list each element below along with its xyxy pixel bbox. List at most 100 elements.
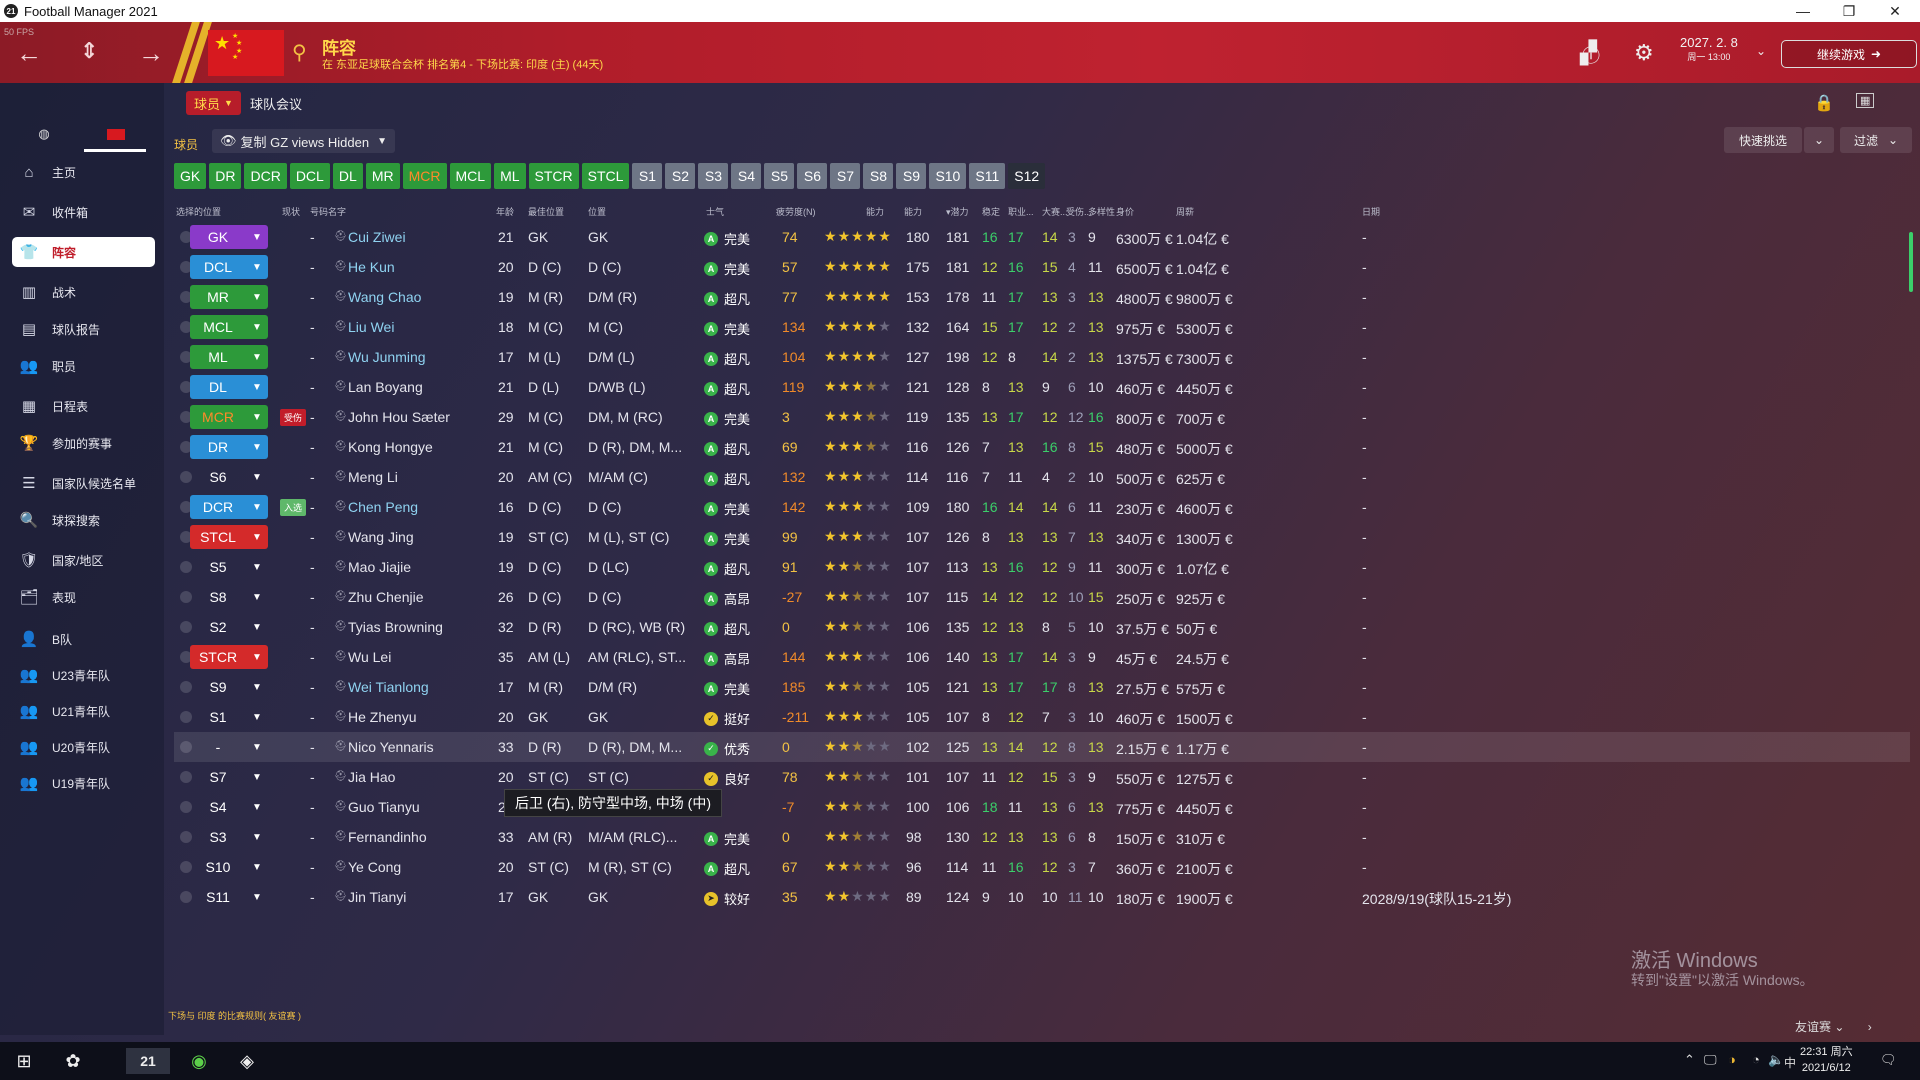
table-row[interactable]: S7 ▼ - ⛑ Jia Hao 20 ST (C) ST (C) ✓ 良好 78 ★★★★★ 101 1… [174,762,1910,792]
position-filter-button[interactable]: S12 [1008,163,1046,189]
player-name[interactable]: Wu Junming [348,349,426,365]
match-type-dropdown[interactable]: 友谊赛 ⌄ › [1795,1018,1872,1035]
position-filter-button[interactable]: DCR [244,163,287,189]
table-row[interactable]: S4 ▼ - ⛑ Guo Tianyu 2 -7 ★★★★★ 100 106 18 11 13 6 13 77… [174,792,1910,822]
selected-position-dropdown[interactable]: DCL ▼ [190,255,268,279]
table-row[interactable]: DCR ▼ 入选 - ⛑ Chen Peng 16 D (C) D (C) A 完美 142 ★★★★★… [174,492,1910,522]
column-header[interactable]: 现状 [282,207,301,217]
player-name[interactable]: Wang Jing [348,529,414,545]
column-header[interactable]: 疲劳度(N) [776,207,816,217]
row-select-checkbox[interactable] [180,321,192,333]
row-select-checkbox[interactable] [180,471,192,483]
player-name[interactable]: Liu Wei [348,319,395,335]
lock-icon[interactable]: 🔒 [1814,95,1834,112]
position-filter-button[interactable]: MCR [402,163,447,189]
network-icon[interactable]: 🖵 [1704,1052,1717,1067]
selected-position-dropdown[interactable]: ML ▼ [190,345,268,369]
sidebar-item[interactable]: 👥 职员 [12,351,155,381]
view-selector[interactable]: 👁 复制 GZ views Hidden ▼ [212,129,396,153]
row-select-checkbox[interactable] [180,591,192,603]
table-row[interactable]: S3 ▼ - ⛑ Fernandinho 33 AM (R) M/AM (RLC)... A 完美… [174,822,1910,852]
sidebar-item[interactable]: ✉ 收件箱 [12,197,155,227]
row-select-checkbox[interactable] [180,441,192,453]
position-filter-button[interactable]: S11 [969,163,1006,189]
table-row[interactable]: S1 ▼ - ⛑ He Zhenyu 20 GK GK ✓ 挺好 -211 ★★★★★ 105 107 8 1… [174,702,1910,732]
position-filter-button[interactable]: S1 [632,163,663,189]
tab-meeting[interactable]: 球队会议 [250,96,303,112]
row-select-checkbox[interactable] [180,531,192,543]
position-filter-button[interactable]: DCL [289,163,330,189]
table-row[interactable]: DL ▼ - ⛑ Lan Boyang 21 D (L) D/WB (L) A 超凡 119 ★★★★… [174,372,1910,402]
selected-position-dropdown[interactable]: - ▼ [190,735,268,759]
football-manager-taskbar-icon[interactable]: 21 [126,1048,170,1074]
player-name[interactable]: Wei Tianlong [348,679,429,695]
column-header[interactable]: 号码 [310,207,329,217]
table-row[interactable]: S10 ▼ - ⛑ Ye Cong 20 ST (C) M (R), ST (C) A 超凡 67 ★… [174,852,1910,882]
row-select-checkbox[interactable] [180,771,192,783]
player-name[interactable]: Jia Hao [348,769,396,785]
windows-start-icon[interactable]: ⊞ [16,1050,32,1071]
column-header[interactable]: 身价 [1116,207,1135,217]
nation-flag-icon[interactable] [106,123,126,145]
position-filter-button[interactable]: GK [174,163,207,189]
column-header[interactable]: 最佳位置 [528,207,565,217]
row-select-checkbox[interactable] [180,291,192,303]
position-filter-button[interactable]: DL [332,163,363,189]
table-row[interactable]: S11 ▼ - ⛑ Jin Tianyi 17 GK GK ➤ 较好 35 ★★★★★ 89 124 9 10… [174,882,1910,912]
sidebar-item[interactable]: 👤 B队 [12,624,155,654]
tray-app-icon[interactable]: ◑ [1728,1052,1736,1067]
row-select-checkbox[interactable] [180,501,192,513]
selected-position-dropdown[interactable]: S4 ▼ [190,795,268,819]
tab-players[interactable]: 球员 ▼ [186,91,241,115]
player-name[interactable]: Jin Tianyi [348,889,407,905]
sidebar-item[interactable]: 🛡 国家/地区 [12,545,155,575]
selected-position-dropdown[interactable]: S11 ▼ [190,885,268,909]
column-header[interactable]: 职业... [1008,207,1034,217]
player-name[interactable]: Ye Cong [348,859,402,875]
position-filter-button[interactable]: MCL [449,163,492,189]
selected-position-dropdown[interactable]: S1 ▼ [190,705,268,729]
column-header[interactable]: 名字 [328,207,347,217]
player-name[interactable]: Nico Yennaris [348,739,434,755]
position-filter-button[interactable]: ML [494,163,526,189]
selected-position-dropdown[interactable]: S5 ▼ [190,555,268,579]
table-row[interactable]: DCL ▼ - ⛑ He Kun 20 D (C) D (C) A 完美 57 ★★★★★ 175 181… [174,252,1910,282]
sidebar-item[interactable]: 👥 U23青年队 [12,660,155,690]
selected-position-dropdown[interactable]: MCR ▼ [190,405,268,429]
row-select-checkbox[interactable] [180,861,192,873]
position-filter-button[interactable]: STCL [581,163,630,189]
app-launcher-icon[interactable]: ✿ [65,1050,81,1071]
row-select-checkbox[interactable] [180,741,192,753]
chevron-down-icon[interactable]: ⌄ [1756,44,1767,58]
player-name[interactable]: Wang Chao [348,289,422,305]
notification-icon[interactable]: 🗨 [1880,1052,1897,1067]
continue-button[interactable]: 继续游戏 ➜ [1781,40,1917,68]
column-header[interactable]: 选择的位置 [176,207,222,217]
player-name[interactable]: John Hou Sæter [348,409,450,425]
chevron-right-icon[interactable]: › [1867,1020,1872,1034]
column-header[interactable]: 位置 [588,207,607,217]
selected-position-dropdown[interactable]: S2 ▼ [190,615,268,639]
row-select-checkbox[interactable] [180,711,192,723]
selected-position-dropdown[interactable]: DL ▼ [190,375,268,399]
sidebar-item[interactable]: ▤ 球队报告 [12,314,155,344]
table-row[interactable]: S2 ▼ - ⛑ Tyias Browning 32 D (R) D (RC), WB (R)… [174,612,1910,642]
help-icon[interactable]: ⓘ [1582,46,1600,66]
column-header[interactable]: 日期 [1362,207,1381,217]
player-name[interactable]: Kong Hongye [348,439,433,455]
table-row[interactable]: MCL ▼ - ⛑ Liu Wei 18 M (C) M (C) A 完美 134 ★★★★★ 132 1… [174,312,1910,342]
row-select-checkbox[interactable] [180,891,192,903]
taskbar-clock[interactable]: 22:31 周六 2021/6/12 [1800,1044,1853,1076]
quick-pick-dropdown[interactable]: ⌄ [1804,127,1834,153]
player-name[interactable]: Lan Boyang [348,379,423,395]
player-name[interactable]: Tyias Browning [348,619,443,635]
row-select-checkbox[interactable] [180,651,192,663]
player-name[interactable]: He Kun [348,259,395,275]
minimize-button[interactable]: — [1796,3,1810,19]
position-filter-button[interactable]: S6 [797,163,828,189]
selected-position-dropdown[interactable]: STCR ▼ [190,645,268,669]
table-row[interactable]: GK ▼ - ⛑ Cui Ziwei 21 GK GK A 完美 74 ★★★★★ 180 181 16 17… [174,222,1910,252]
close-button[interactable]: ✕ [1889,2,1901,19]
quick-pick-button[interactable]: 快速挑选 [1724,127,1802,153]
selected-position-dropdown[interactable]: S6 ▼ [190,465,268,489]
